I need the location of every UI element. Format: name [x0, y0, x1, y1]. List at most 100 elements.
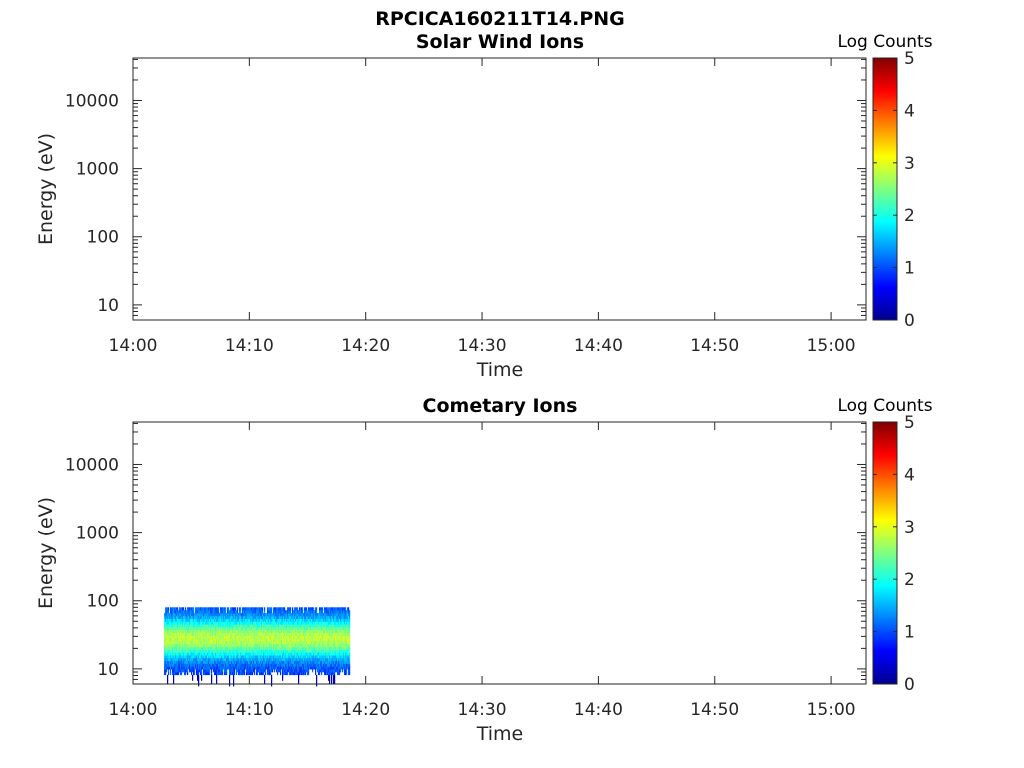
spectrogram-cell: [240, 618, 242, 622]
spectrogram-cell: [240, 613, 242, 617]
spectrogram-cell: [228, 615, 230, 619]
spectrogram-cell: [200, 657, 202, 662]
spectrogram-cell: [289, 663, 291, 667]
spectrogram-cell: [273, 629, 275, 633]
spectrogram-cell: [263, 669, 265, 673]
spectrogram-cell: [190, 607, 192, 611]
spectrogram-cell: [220, 663, 222, 667]
spectrogram-cell: [199, 632, 201, 636]
spectrogram-cell: [347, 646, 349, 650]
spectrogram-cell: [227, 635, 229, 639]
spectrogram-cell: [181, 613, 183, 617]
spectrogram-cell: [179, 641, 181, 645]
spectrogram-cell: [292, 632, 294, 636]
spectrogram-cell: [299, 621, 301, 625]
spectrogram-cell: [333, 663, 335, 667]
spectrogram-cell: [248, 646, 250, 650]
spectrogram-cell: [290, 618, 292, 622]
spectrogram-cell: [181, 624, 183, 628]
spectrogram-cell: [231, 655, 233, 659]
spectrogram-cell: [346, 657, 348, 662]
spectrogram-cell: [234, 613, 236, 617]
spectrogram-cell: [272, 652, 274, 656]
spectrogram-cell: [218, 646, 220, 650]
spectrogram-cell: [345, 610, 347, 614]
spectrogram-cell: [237, 657, 239, 662]
spectrogram-cell: [219, 613, 221, 617]
spectrogram-cell: [264, 638, 266, 642]
spectrogram-cell: [325, 663, 327, 667]
spectrogram-cell: [265, 627, 267, 631]
spectrogram-cell: [296, 669, 298, 673]
spectrogram-cell: [291, 646, 293, 650]
spectrogram-cell: [297, 621, 299, 625]
spectrogram-cell: [183, 615, 185, 619]
spectrogram-cell: [275, 663, 277, 667]
spectrogram-cell: [229, 677, 231, 681]
spectrogram-cell: [282, 669, 284, 673]
spectrogram-cell: [238, 663, 240, 667]
spectrogram-cell: [179, 613, 181, 617]
spectrogram-cell: [340, 646, 342, 650]
spectrogram-cell: [189, 615, 191, 619]
spectrogram-cell: [178, 618, 180, 622]
spectrogram-cell: [273, 621, 275, 625]
spectrogram-cell: [284, 649, 286, 653]
spectrogram-cell: [343, 618, 345, 622]
spectrogram-cell: [303, 632, 305, 636]
spectrogram-cell: [164, 657, 166, 662]
spectrogram-cell: [224, 657, 226, 662]
spectrogram-cell: [173, 615, 175, 619]
spectrogram-cell: [169, 618, 171, 622]
spectrogram-cell: [301, 666, 303, 670]
spectrogram-cell: [240, 632, 242, 636]
spectrogram-cell: [224, 663, 226, 667]
spectrogram-cell: [168, 618, 170, 622]
spectrogram-cell: [211, 615, 213, 619]
spectrogram-cell: [259, 632, 261, 636]
spectrogram-cell: [277, 629, 279, 633]
spectrogram-cell: [175, 615, 177, 619]
spectrogram-cell: [168, 666, 170, 670]
spectrogram-cell: [268, 615, 270, 619]
spectrogram-cell: [248, 652, 250, 656]
spectrogram-cell: [267, 649, 269, 653]
spectrogram-cell: [228, 638, 230, 642]
spectrogram-cell: [267, 624, 269, 628]
spectrogram-cell: [305, 666, 307, 670]
spectrogram-cell: [247, 666, 249, 670]
spectrogram-cell: [249, 627, 251, 631]
spectrogram-cell: [197, 660, 199, 664]
spectrogram-cell: [229, 657, 231, 662]
spectrogram-cell: [216, 646, 218, 650]
spectrogram-cell: [331, 613, 333, 617]
spectrogram-cell: [170, 632, 172, 636]
spectrogram-cell: [171, 621, 173, 625]
spectrogram-cell: [187, 652, 189, 656]
spectrogram-cell: [218, 655, 220, 659]
spectrogram-cell: [246, 657, 248, 662]
spectrogram-cell: [292, 621, 294, 625]
spectrogram-cell: [170, 655, 172, 659]
spectrogram-cell: [214, 666, 216, 670]
spectrogram-cell: [179, 666, 181, 670]
spectrogram-cell: [230, 629, 232, 633]
spectrogram-cell: [181, 669, 183, 673]
spectrogram-cell: [298, 663, 300, 667]
spectrogram-cell: [181, 646, 183, 650]
spectrogram-cell: [311, 618, 313, 622]
spectrogram-cell: [235, 646, 237, 650]
spectrogram-cell: [190, 632, 192, 636]
spectrogram-cell: [172, 666, 174, 670]
spectrogram-cell: [222, 635, 224, 639]
spectrogram-cell: [331, 660, 333, 664]
spectrogram-cell: [273, 607, 275, 611]
spectrogram-cell: [251, 649, 253, 653]
spectrogram-cell: [234, 652, 236, 656]
spectrogram-cell: [215, 627, 217, 631]
spectrogram-cell: [263, 618, 265, 622]
spectrogram-cell: [217, 627, 219, 631]
spectrogram-cell: [193, 655, 195, 659]
spectrogram-cell: [216, 680, 218, 684]
spectrogram-cell: [207, 610, 209, 614]
